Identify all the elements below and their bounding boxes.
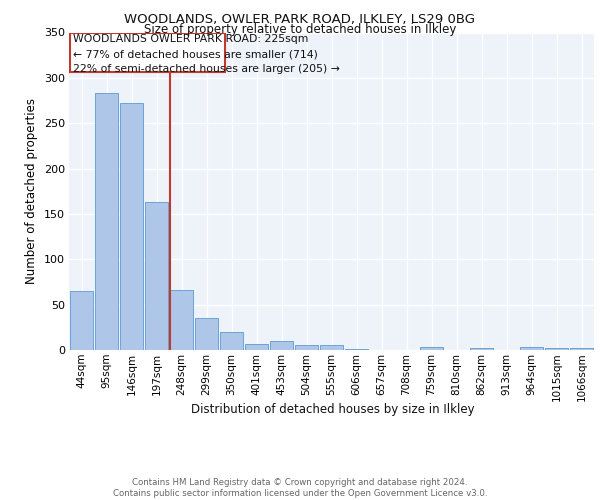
FancyBboxPatch shape xyxy=(70,32,225,72)
Text: Contains HM Land Registry data © Crown copyright and database right 2024.
Contai: Contains HM Land Registry data © Crown c… xyxy=(113,478,487,498)
Bar xyxy=(95,94,118,350)
Bar xyxy=(245,344,268,350)
Bar xyxy=(220,332,244,350)
Bar xyxy=(119,104,143,350)
Text: Size of property relative to detached houses in Ilkley: Size of property relative to detached ho… xyxy=(144,24,456,36)
Bar xyxy=(194,318,218,350)
Bar xyxy=(70,291,94,350)
Bar xyxy=(344,349,368,350)
Bar xyxy=(320,346,343,350)
Bar xyxy=(470,348,493,350)
Text: Distribution of detached houses by size in Ilkley: Distribution of detached houses by size … xyxy=(191,402,475,415)
Text: WOODLANDS, OWLER PARK ROAD, ILKLEY, LS29 0BG: WOODLANDS, OWLER PARK ROAD, ILKLEY, LS29… xyxy=(125,12,476,26)
Bar xyxy=(145,202,169,350)
Bar xyxy=(295,344,319,350)
Bar xyxy=(520,348,544,350)
Bar xyxy=(269,341,293,350)
Bar xyxy=(545,348,568,350)
Bar xyxy=(419,348,443,350)
Bar xyxy=(170,290,193,350)
Text: WOODLANDS OWLER PARK ROAD: 225sqm
← 77% of detached houses are smaller (714)
22%: WOODLANDS OWLER PARK ROAD: 225sqm ← 77% … xyxy=(73,34,340,74)
Bar xyxy=(569,348,593,350)
Y-axis label: Number of detached properties: Number of detached properties xyxy=(25,98,38,284)
